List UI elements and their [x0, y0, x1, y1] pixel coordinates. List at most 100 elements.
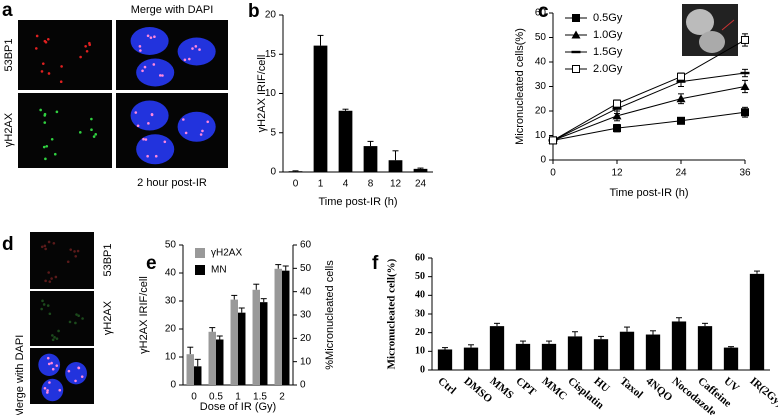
- focus: [39, 108, 42, 112]
- focus: [45, 144, 49, 148]
- focus: [40, 70, 44, 73]
- focus: [54, 275, 58, 279]
- focus: [149, 36, 153, 39]
- focus: [48, 381, 51, 384]
- panel-letter: b: [248, 1, 260, 22]
- focus: [34, 47, 38, 50]
- y-tick-label: 0: [170, 380, 176, 391]
- focus: [153, 35, 156, 39]
- y-tick-label: 10: [165, 352, 177, 363]
- focus: [81, 317, 84, 320]
- panel-letter: e: [146, 253, 157, 274]
- focus: [138, 45, 142, 48]
- y-tick-label: 0: [540, 155, 546, 166]
- series-line: [552, 39, 746, 141]
- focus: [46, 389, 49, 392]
- legend-label: 1.0Gy: [593, 29, 623, 41]
- focus: [60, 65, 63, 68]
- focus: [51, 334, 54, 337]
- panel-letter: c: [538, 1, 549, 22]
- focus: [142, 137, 145, 141]
- focus: [80, 375, 84, 378]
- bar: [288, 171, 303, 172]
- y2-tick-label: 30: [300, 310, 312, 321]
- focus: [79, 55, 82, 59]
- bar: [230, 299, 238, 385]
- x-tick-label: Taxol: [617, 375, 645, 401]
- bar: [252, 289, 260, 385]
- focus: [141, 69, 144, 73]
- y2-tick-label: 20: [300, 333, 312, 344]
- focus: [69, 248, 73, 251]
- x-tick-label: 12: [611, 168, 623, 179]
- focus: [46, 391, 49, 394]
- y-tick-label: 40: [165, 268, 177, 279]
- x-tick-label: MMC: [539, 375, 569, 403]
- x-tick-label: 0: [550, 168, 556, 179]
- bar: [313, 45, 328, 172]
- caption: 2 hour post-IR: [137, 177, 207, 189]
- focus: [53, 152, 57, 156]
- bar: [338, 110, 353, 172]
- bar: [388, 160, 403, 172]
- focus: [43, 244, 47, 248]
- focus: [152, 63, 156, 66]
- bar: [567, 336, 583, 370]
- micrograph: [30, 291, 94, 346]
- x-tick-label: CPT: [513, 375, 538, 399]
- series-line: [552, 86, 746, 141]
- y-axis-label: Micronucleated cell(%): [386, 258, 398, 369]
- y-tick-label: 30: [535, 81, 547, 92]
- marker: [612, 111, 622, 120]
- row-label: 53BP1: [102, 243, 114, 276]
- nucleus: [177, 37, 216, 66]
- legend-label: 1.5Gy: [593, 46, 623, 58]
- bar: [282, 270, 290, 385]
- marker: [676, 80, 686, 83]
- y-tick-label: 10: [535, 130, 547, 141]
- legend-swatch: [195, 265, 205, 275]
- bar: [186, 354, 194, 385]
- marker: [572, 65, 580, 73]
- focus: [146, 34, 150, 38]
- marker: [571, 30, 581, 39]
- focus: [144, 138, 148, 141]
- focus: [78, 131, 82, 134]
- bar: [363, 146, 378, 172]
- focus: [206, 120, 210, 124]
- focus: [77, 314, 80, 318]
- micrograph: [18, 20, 112, 90]
- bar: [671, 321, 687, 370]
- bar: [238, 312, 246, 385]
- focus: [55, 337, 59, 340]
- focus: [43, 112, 47, 116]
- focus: [55, 364, 59, 367]
- focus: [154, 154, 158, 158]
- focus: [46, 356, 50, 360]
- x-tick-label: 24: [675, 168, 687, 179]
- focus: [47, 240, 51, 244]
- focus: [53, 336, 56, 339]
- x-tick-label: 0: [293, 179, 299, 190]
- y-tick-label: 50: [165, 240, 177, 251]
- x-axis-label: Dose of IR (Gy): [200, 401, 276, 413]
- focus: [43, 39, 47, 43]
- focus: [139, 49, 142, 52]
- x-tick-label: 1: [235, 392, 241, 403]
- nucleus: [136, 58, 175, 87]
- x-tick-label: 4: [343, 179, 349, 190]
- focus: [68, 320, 72, 324]
- focus: [146, 154, 149, 158]
- y-tick-label: 30: [415, 308, 425, 319]
- marker: [740, 71, 750, 75]
- panel-letter: f: [372, 253, 379, 274]
- focus: [90, 128, 93, 131]
- bar: [619, 331, 635, 370]
- row-label: γH2AX: [102, 300, 114, 335]
- x-tick-label: 36: [739, 168, 751, 179]
- focus: [75, 313, 78, 316]
- focus: [84, 45, 87, 48]
- x-tick-label: 12: [390, 179, 402, 190]
- bar: [463, 347, 479, 370]
